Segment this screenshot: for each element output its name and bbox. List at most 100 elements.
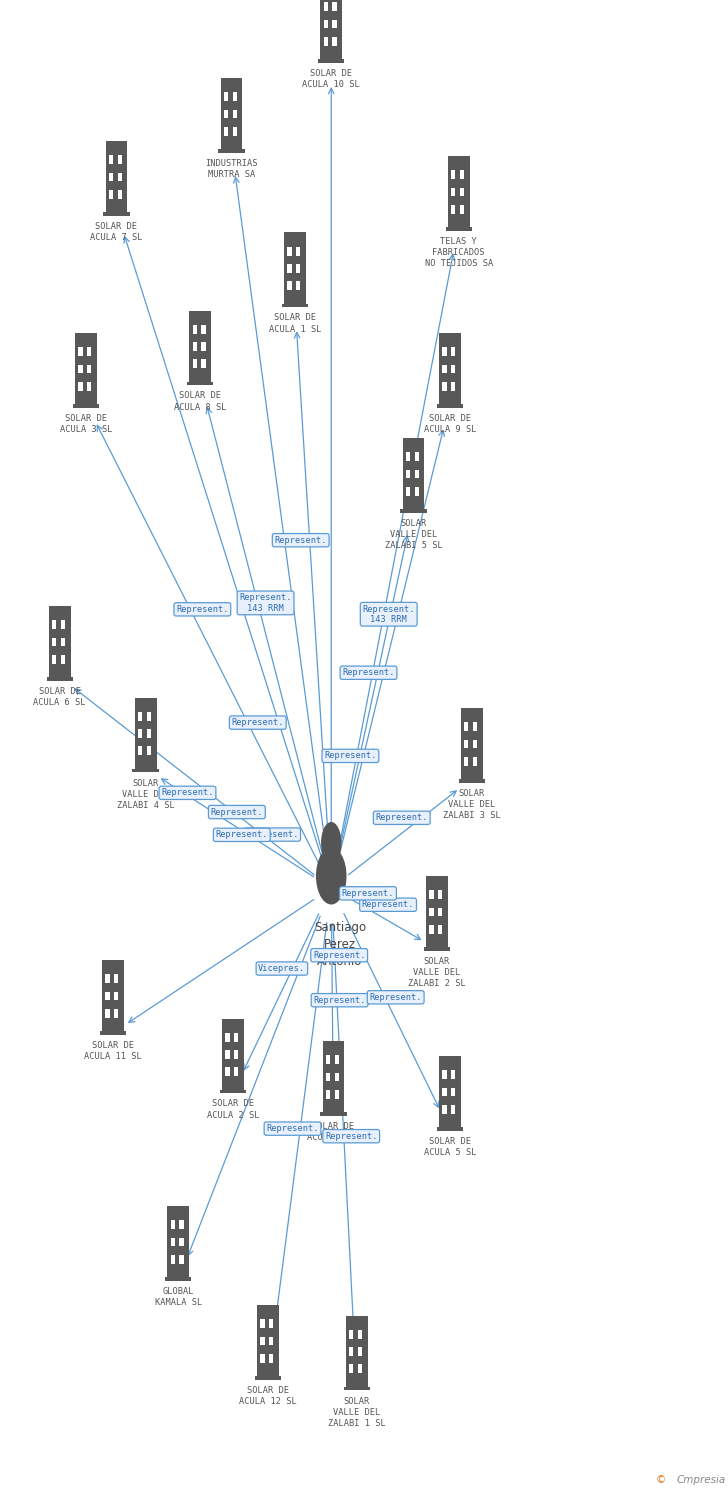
FancyBboxPatch shape <box>138 729 143 738</box>
FancyBboxPatch shape <box>202 360 206 368</box>
FancyBboxPatch shape <box>400 510 427 513</box>
FancyBboxPatch shape <box>405 453 410 460</box>
Text: Represent.: Represent. <box>246 830 298 839</box>
FancyBboxPatch shape <box>451 348 456 355</box>
FancyBboxPatch shape <box>179 1221 183 1228</box>
Text: Santiago
Perez
Antonio: Santiago Perez Antonio <box>314 921 366 968</box>
FancyBboxPatch shape <box>189 310 211 382</box>
FancyBboxPatch shape <box>202 342 206 351</box>
FancyBboxPatch shape <box>442 1071 446 1078</box>
FancyBboxPatch shape <box>118 190 122 198</box>
FancyBboxPatch shape <box>261 1320 265 1328</box>
FancyBboxPatch shape <box>326 1090 331 1098</box>
FancyBboxPatch shape <box>415 488 419 495</box>
FancyBboxPatch shape <box>73 405 99 408</box>
FancyBboxPatch shape <box>218 150 245 153</box>
Ellipse shape <box>316 847 347 904</box>
FancyBboxPatch shape <box>451 382 456 390</box>
FancyBboxPatch shape <box>332 38 336 45</box>
Text: SOLAR DE
ACULA 12 SL: SOLAR DE ACULA 12 SL <box>239 1386 297 1406</box>
FancyBboxPatch shape <box>296 248 301 255</box>
Text: GLOBAL
KAMALA SL: GLOBAL KAMALA SL <box>155 1287 202 1306</box>
Text: Represent.: Represent. <box>176 604 229 613</box>
Text: Represent.: Represent. <box>266 1124 319 1132</box>
Text: Represent.: Represent. <box>274 536 327 544</box>
FancyBboxPatch shape <box>473 723 478 730</box>
FancyBboxPatch shape <box>349 1330 354 1338</box>
FancyBboxPatch shape <box>233 110 237 118</box>
Text: Cmpresia: Cmpresia <box>677 1474 727 1485</box>
FancyBboxPatch shape <box>192 326 197 333</box>
FancyBboxPatch shape <box>461 708 483 780</box>
FancyBboxPatch shape <box>106 1010 110 1017</box>
FancyBboxPatch shape <box>79 348 82 355</box>
FancyBboxPatch shape <box>415 453 419 460</box>
Text: Represent.: Represent. <box>362 900 414 909</box>
FancyBboxPatch shape <box>234 1050 239 1059</box>
FancyBboxPatch shape <box>179 1256 183 1263</box>
FancyBboxPatch shape <box>192 342 197 351</box>
FancyBboxPatch shape <box>438 908 442 916</box>
FancyBboxPatch shape <box>114 975 118 982</box>
FancyBboxPatch shape <box>320 1113 347 1116</box>
FancyBboxPatch shape <box>424 948 450 951</box>
FancyBboxPatch shape <box>79 382 82 390</box>
FancyBboxPatch shape <box>448 156 470 228</box>
FancyBboxPatch shape <box>296 282 301 290</box>
FancyBboxPatch shape <box>464 758 469 765</box>
Text: SOLAR DE
ACULA 6 SL: SOLAR DE ACULA 6 SL <box>33 687 86 706</box>
FancyBboxPatch shape <box>170 1256 175 1263</box>
FancyBboxPatch shape <box>430 908 433 916</box>
Text: SOLAR
VALLE DEL
ZALABI 3 SL: SOLAR VALLE DEL ZALABI 3 SL <box>443 789 501 820</box>
FancyBboxPatch shape <box>344 1388 370 1390</box>
FancyBboxPatch shape <box>405 470 410 478</box>
FancyBboxPatch shape <box>358 1330 363 1338</box>
Text: SOLAR DE
ACULA 4 SL: SOLAR DE ACULA 4 SL <box>307 1122 360 1142</box>
FancyBboxPatch shape <box>284 232 306 304</box>
Text: SOLAR DE
ACULA 10 SL: SOLAR DE ACULA 10 SL <box>302 69 360 88</box>
FancyBboxPatch shape <box>257 1305 279 1377</box>
FancyBboxPatch shape <box>103 213 130 216</box>
FancyBboxPatch shape <box>61 638 66 646</box>
FancyBboxPatch shape <box>221 78 242 150</box>
FancyBboxPatch shape <box>52 621 57 628</box>
Text: INDUSTRIAS
MURTRA SA: INDUSTRIAS MURTRA SA <box>205 159 258 178</box>
Text: SOLAR DE
ACULA 8 SL: SOLAR DE ACULA 8 SL <box>174 392 226 411</box>
FancyBboxPatch shape <box>335 1090 339 1098</box>
FancyBboxPatch shape <box>52 638 57 646</box>
FancyBboxPatch shape <box>451 364 456 374</box>
FancyBboxPatch shape <box>446 228 472 231</box>
FancyBboxPatch shape <box>109 156 114 164</box>
Text: Represent.
143 RRM: Represent. 143 RRM <box>240 592 292 612</box>
FancyBboxPatch shape <box>109 172 114 182</box>
FancyBboxPatch shape <box>138 747 143 754</box>
FancyBboxPatch shape <box>473 740 478 748</box>
FancyBboxPatch shape <box>114 992 118 1000</box>
FancyBboxPatch shape <box>202 326 206 333</box>
FancyBboxPatch shape <box>326 1056 331 1064</box>
Text: SOLAR DE
ACULA 9 SL: SOLAR DE ACULA 9 SL <box>424 414 476 434</box>
FancyBboxPatch shape <box>318 60 344 63</box>
Text: Represent.: Represent. <box>232 718 284 728</box>
FancyBboxPatch shape <box>335 1072 339 1082</box>
FancyBboxPatch shape <box>349 1347 354 1356</box>
FancyBboxPatch shape <box>346 1316 368 1388</box>
FancyBboxPatch shape <box>192 360 197 368</box>
Text: SOLAR DE
ACULA 3 SL: SOLAR DE ACULA 3 SL <box>60 414 112 434</box>
Text: Represent.: Represent. <box>161 789 214 798</box>
FancyBboxPatch shape <box>451 1088 456 1096</box>
FancyBboxPatch shape <box>442 348 446 355</box>
FancyBboxPatch shape <box>87 348 92 355</box>
FancyBboxPatch shape <box>114 1010 118 1017</box>
FancyBboxPatch shape <box>146 747 151 754</box>
FancyBboxPatch shape <box>451 1071 456 1078</box>
Text: Represent.
143 RRM: Represent. 143 RRM <box>363 604 415 624</box>
Text: Represent.: Represent. <box>215 831 268 840</box>
FancyBboxPatch shape <box>288 264 292 273</box>
FancyBboxPatch shape <box>167 1206 189 1278</box>
Text: TELAS Y
FABRICADOS
NO TEJIDOS SA: TELAS Y FABRICADOS NO TEJIDOS SA <box>424 237 493 268</box>
FancyBboxPatch shape <box>132 770 159 772</box>
FancyBboxPatch shape <box>296 264 301 273</box>
FancyBboxPatch shape <box>138 712 143 720</box>
FancyBboxPatch shape <box>106 975 110 982</box>
